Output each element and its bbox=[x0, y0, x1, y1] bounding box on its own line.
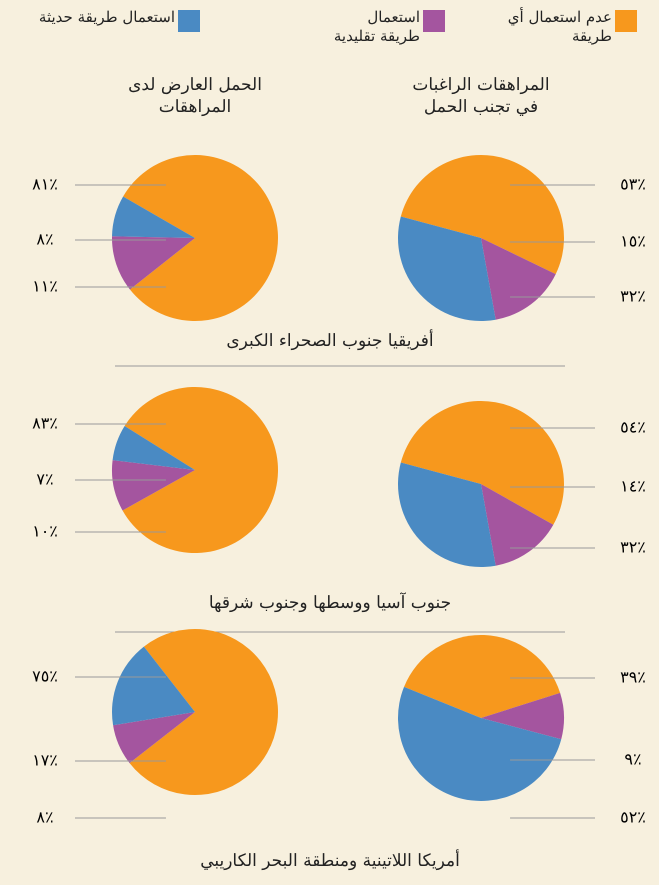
value-label: ٪١٥ bbox=[620, 232, 646, 251]
pie-slice bbox=[481, 484, 554, 566]
value-label: ٪١٠ bbox=[32, 522, 58, 541]
pie-slice bbox=[111, 646, 195, 726]
pie-slice bbox=[398, 216, 496, 321]
pie-slice bbox=[113, 712, 195, 764]
pie-slice bbox=[112, 426, 195, 470]
legend-swatch bbox=[178, 10, 200, 32]
value-label: ٪٩ bbox=[624, 750, 641, 769]
pie-slice bbox=[404, 635, 561, 718]
value-label: ٪٨٣ bbox=[32, 414, 58, 433]
value-label: ٪٥٢ bbox=[620, 808, 646, 827]
pie-slice bbox=[112, 460, 195, 511]
region-title: أمريكا اللاتينية ومنطقة البحر الكاريبي bbox=[200, 851, 460, 871]
legend-label: استعمال طريقة حديثة bbox=[38, 8, 175, 26]
legend-swatch bbox=[615, 10, 637, 32]
value-label: ٪٨ bbox=[36, 230, 53, 249]
pie-slice bbox=[123, 155, 278, 322]
pie-slice bbox=[129, 629, 278, 795]
pie-slice bbox=[112, 196, 195, 238]
value-label: ٪١١ bbox=[32, 277, 58, 296]
legend-label: استعمال طريقة تقليدية bbox=[333, 8, 420, 45]
value-label: ٪٧٥ bbox=[32, 667, 58, 686]
value-label: ٪٨ bbox=[36, 808, 53, 827]
region-title: جنوب آسيا ووسطها وجنوب شرقها bbox=[208, 593, 452, 613]
column-title: الحمل العارض لدى المراهقات bbox=[128, 75, 262, 117]
pie-slice bbox=[397, 462, 496, 568]
value-label: ٪٣٢ bbox=[620, 538, 646, 557]
value-label: ٪٣٢ bbox=[620, 287, 646, 306]
value-label: ٪٧ bbox=[36, 470, 53, 489]
pie-slice bbox=[398, 686, 562, 801]
pie-slice bbox=[400, 400, 564, 525]
pie-slice bbox=[122, 386, 278, 553]
value-label: ٪٥٣ bbox=[620, 175, 646, 194]
column-title: المراهقات الراغبات في تجنب الحمل bbox=[412, 75, 550, 117]
pie-slice bbox=[112, 236, 195, 290]
value-label: ٪٣٩ bbox=[620, 668, 646, 687]
legend-swatch bbox=[423, 10, 445, 32]
pie-slice bbox=[481, 238, 556, 320]
region-title: أفريقيا جنوب الصحراء الكبرى bbox=[226, 331, 434, 351]
value-label: ٪١٧ bbox=[32, 751, 58, 770]
value-label: ٪٥٤ bbox=[620, 418, 646, 437]
pie-slice bbox=[481, 692, 564, 740]
value-label: ٪١٤ bbox=[620, 477, 646, 496]
legend-label: عدم استعمال أي طريقة bbox=[507, 8, 612, 45]
value-label: ٪٨١ bbox=[32, 175, 58, 194]
